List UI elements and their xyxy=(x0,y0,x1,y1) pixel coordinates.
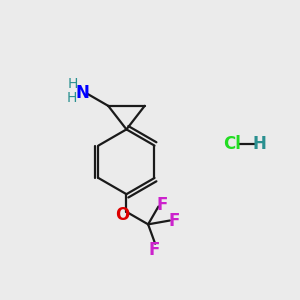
Text: F: F xyxy=(156,196,168,214)
Text: F: F xyxy=(148,241,159,259)
Text: H: H xyxy=(67,77,78,91)
Text: H: H xyxy=(252,135,266,153)
Text: H: H xyxy=(66,91,77,105)
Text: F: F xyxy=(169,212,180,230)
Text: O: O xyxy=(115,206,129,224)
Text: N: N xyxy=(76,84,89,102)
Text: Cl: Cl xyxy=(224,135,242,153)
